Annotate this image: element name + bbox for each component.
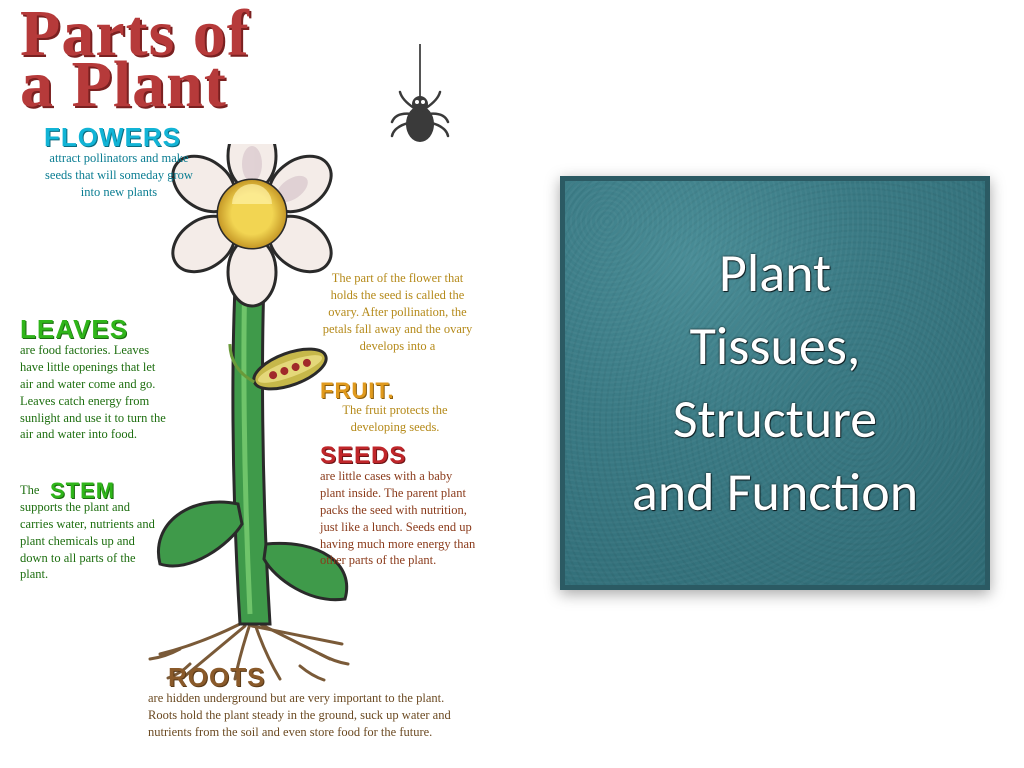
leaves-label: LEAVES [20,314,128,345]
card-line-3: Structure [673,386,877,452]
card-line-2: Tissues, [690,313,861,379]
stem-label: STEM [50,478,115,504]
stem-the: The [20,482,39,499]
card-line-1: Plant [719,240,831,306]
stem-body: supports the plant and carries water, nu… [20,500,155,582]
title-card: Plant Tissues, Structure and Function [560,176,990,590]
spider-icon [390,44,450,154]
flowers-text: attract pollinators and make seeds that … [44,150,194,201]
fruit-label: FRUIT. [320,378,394,404]
leaves-text: are food factories. Leaves have little o… [20,342,170,443]
title-card-text: Plant Tissues, Structure and Function [632,237,918,529]
poster-parts-of-a-plant: Parts of a Plant [20,4,500,764]
seeds-label: SEEDS [320,442,406,470]
fruit-text: The fruit protects the developing seeds. [320,402,470,436]
roots-label: ROOTS [168,662,265,693]
roots-text: are hidden underground but are very impo… [148,690,458,741]
flowers-label: FLOWERS [44,122,181,153]
card-line-4: and Function [632,459,918,525]
fruit-pretext: The part of the flower that holds the se… [320,270,475,354]
seeds-text: are little cases with a baby plant insid… [320,468,480,569]
